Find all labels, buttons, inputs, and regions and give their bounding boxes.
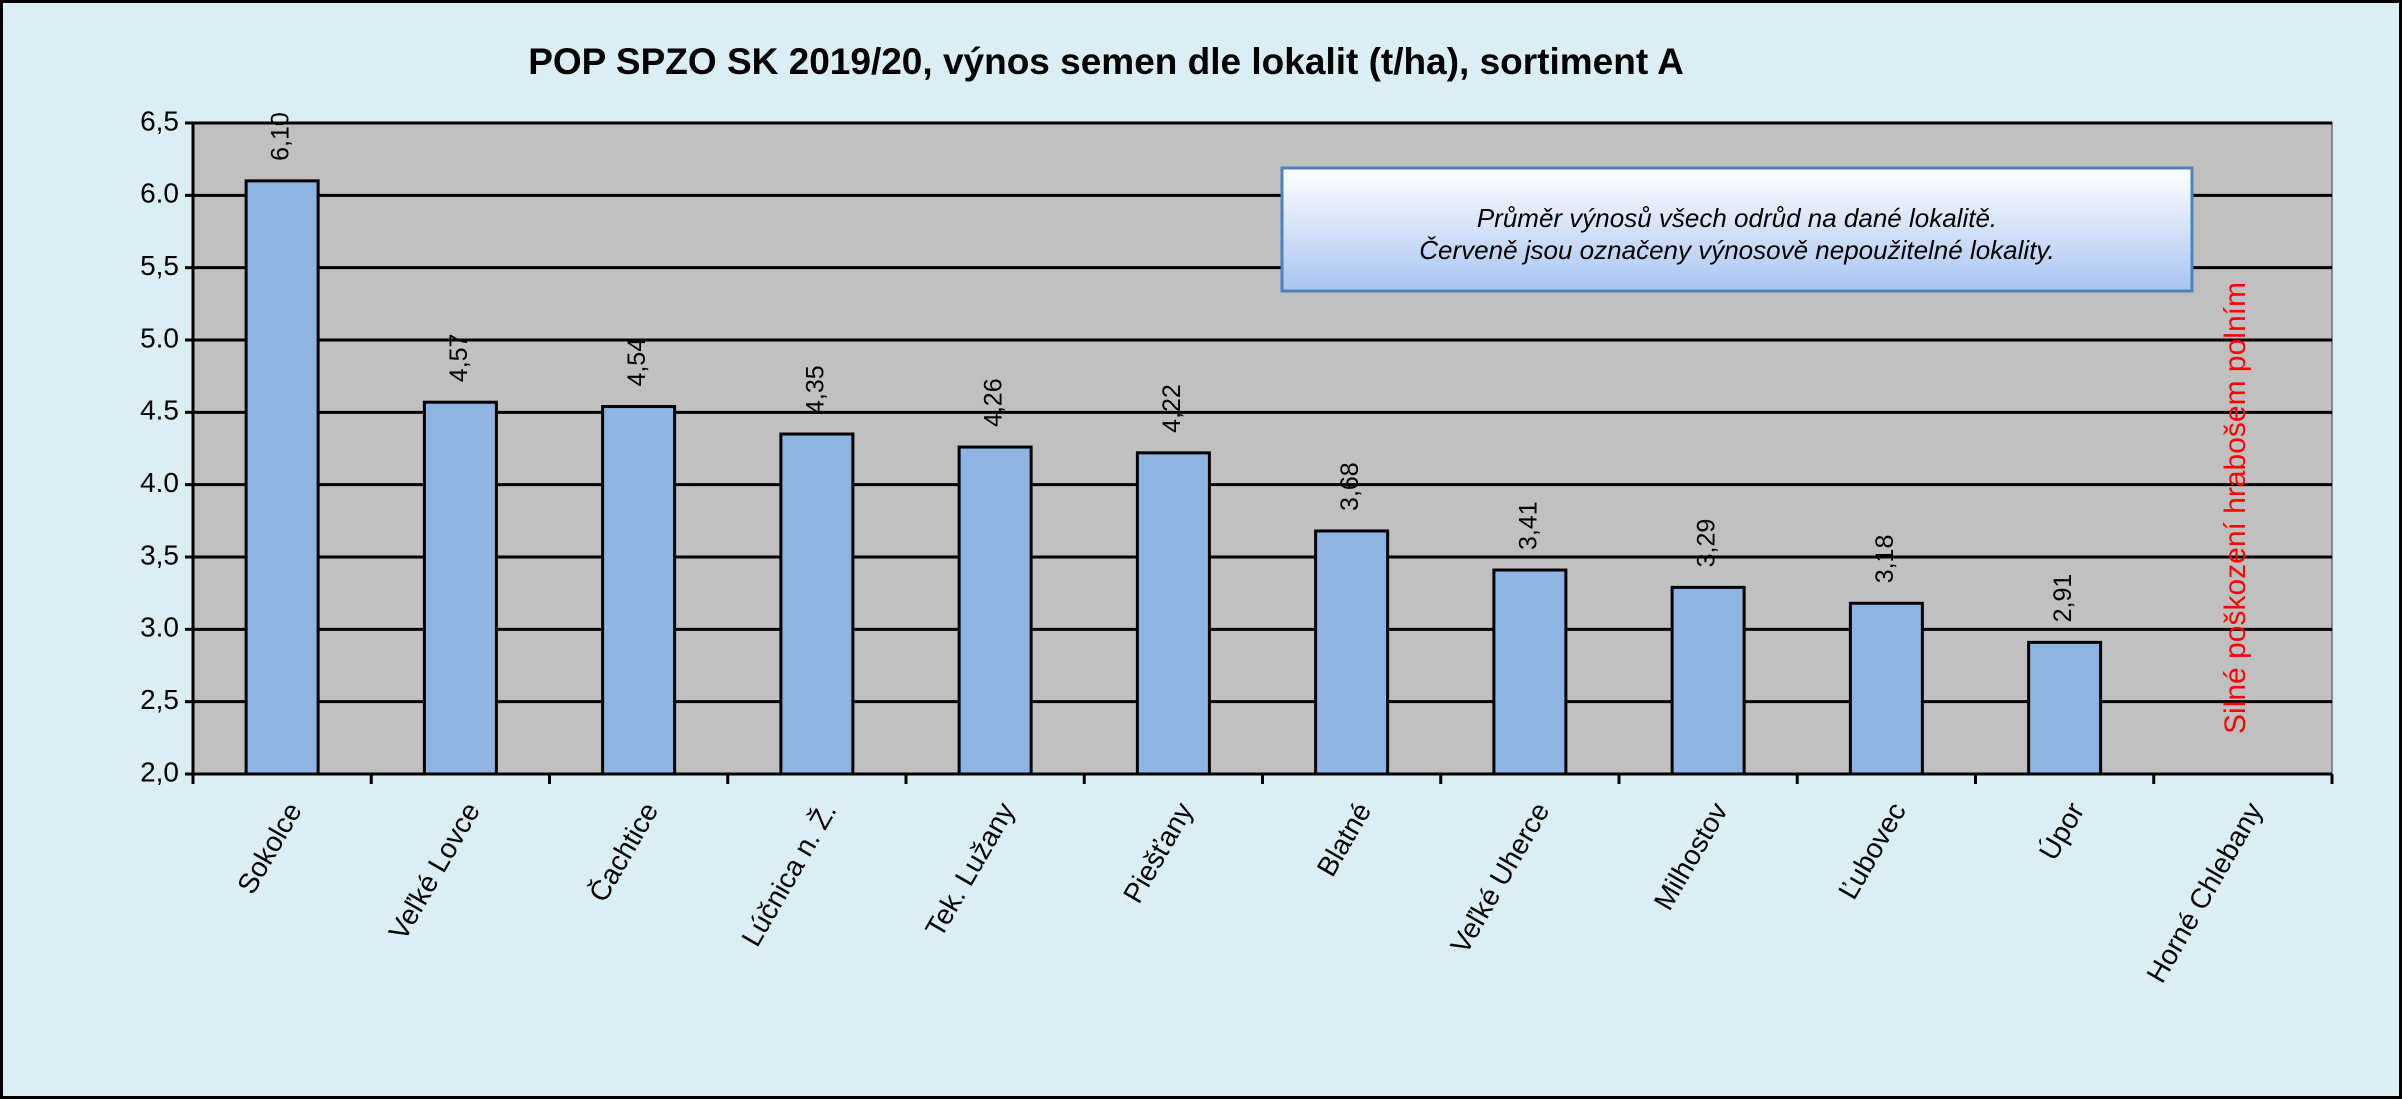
- y-tick-label: 6,5: [140, 105, 179, 136]
- bar: [1135, 451, 1211, 776]
- value-label: 4,54: [623, 338, 651, 387]
- red-note: Silné poškození hrabošem polním: [2219, 282, 2252, 734]
- y-tick-label: 2,5: [140, 684, 179, 715]
- bar: [957, 445, 1033, 776]
- y-tick-label: 3,5: [140, 539, 179, 570]
- bar: [1492, 568, 1568, 776]
- bar: [1670, 585, 1746, 776]
- value-label: 3,29: [1693, 519, 1721, 568]
- value-label: 3,68: [1336, 462, 1364, 511]
- value-label: 4,35: [801, 365, 829, 414]
- bar: [2027, 640, 2103, 776]
- note-box: [1280, 166, 2194, 293]
- bar: [1314, 529, 1390, 776]
- note-line: Průměr výnosů všech odrůd na dané lokali…: [1477, 203, 1997, 233]
- bar: [601, 405, 677, 776]
- value-label: 2,91: [2049, 574, 2077, 623]
- value-label: 4,26: [980, 378, 1008, 427]
- bar: [422, 400, 498, 776]
- y-tick-label: 5.0: [140, 322, 179, 353]
- y-tick-label: 4.0: [140, 467, 179, 498]
- bar: [1848, 601, 1924, 776]
- value-label: 3,18: [1871, 535, 1899, 584]
- bar: [779, 432, 855, 776]
- value-label: 4,22: [1158, 384, 1186, 433]
- value-label: 4,57: [445, 334, 473, 383]
- chart-title: POP SPZO SK 2019/20, výnos semen dle lok…: [528, 41, 1684, 82]
- bar: [244, 179, 320, 776]
- y-tick-label: 6.0: [140, 178, 179, 209]
- y-tick-label: 4.5: [140, 395, 179, 426]
- y-tick-label: 5,5: [140, 250, 179, 281]
- y-tick-label: 2,0: [140, 756, 179, 787]
- value-label: 6,10: [267, 112, 295, 161]
- y-tick-label: 3.0: [140, 612, 179, 643]
- note-line: Červeně jsou označeny výnosově nepoužite…: [1419, 235, 2054, 265]
- value-label: 3,41: [1514, 501, 1542, 550]
